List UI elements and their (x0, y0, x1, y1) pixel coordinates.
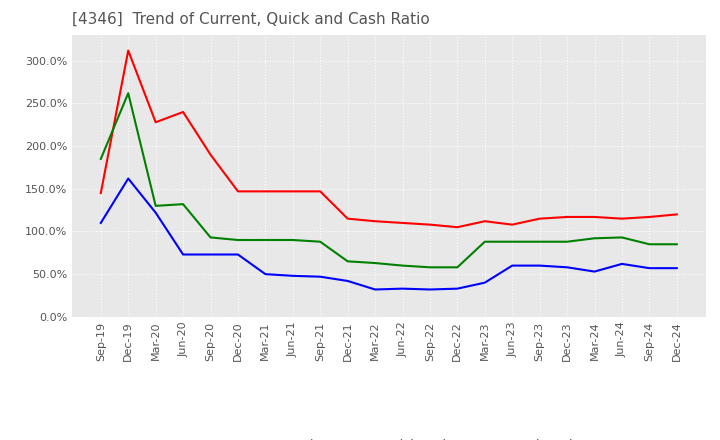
Cash Ratio (398, 286, 407, 291)
Cash Ratio (645, 265, 654, 271)
Cash Ratio (453, 286, 462, 291)
Cash Ratio (179, 252, 187, 257)
Current Ratio (289, 189, 297, 194)
Quick Ratio (179, 202, 187, 207)
Current Ratio (426, 222, 434, 227)
Text: [4346]  Trend of Current, Quick and Cash Ratio: [4346] Trend of Current, Quick and Cash … (72, 12, 430, 27)
Cash Ratio (536, 263, 544, 268)
Cash Ratio (124, 176, 132, 181)
Current Ratio (261, 189, 270, 194)
Current Ratio (398, 220, 407, 226)
Quick Ratio (371, 260, 379, 266)
Current Ratio (453, 224, 462, 230)
Cash Ratio (151, 210, 160, 215)
Line: Current Ratio: Current Ratio (101, 51, 677, 227)
Legend: Current Ratio, Quick Ratio, Cash Ratio: Current Ratio, Quick Ratio, Cash Ratio (192, 434, 585, 440)
Current Ratio (206, 152, 215, 158)
Line: Quick Ratio: Quick Ratio (101, 93, 677, 268)
Cash Ratio (590, 269, 599, 274)
Current Ratio (645, 214, 654, 220)
Quick Ratio (233, 237, 242, 242)
Cash Ratio (96, 220, 105, 226)
Quick Ratio (151, 203, 160, 209)
Quick Ratio (672, 242, 681, 247)
Quick Ratio (618, 235, 626, 240)
Quick Ratio (426, 265, 434, 270)
Cash Ratio (289, 273, 297, 279)
Quick Ratio (398, 263, 407, 268)
Cash Ratio (563, 265, 572, 270)
Current Ratio (508, 222, 516, 227)
Current Ratio (618, 216, 626, 221)
Cash Ratio (233, 252, 242, 257)
Cash Ratio (426, 287, 434, 292)
Quick Ratio (343, 259, 352, 264)
Quick Ratio (261, 237, 270, 242)
Quick Ratio (124, 91, 132, 96)
Cash Ratio (672, 265, 681, 271)
Quick Ratio (536, 239, 544, 244)
Current Ratio (233, 189, 242, 194)
Quick Ratio (289, 237, 297, 242)
Current Ratio (316, 189, 325, 194)
Current Ratio (480, 219, 489, 224)
Current Ratio (563, 214, 572, 220)
Cash Ratio (618, 261, 626, 267)
Cash Ratio (316, 274, 325, 279)
Current Ratio (343, 216, 352, 221)
Quick Ratio (206, 235, 215, 240)
Current Ratio (536, 216, 544, 221)
Quick Ratio (480, 239, 489, 244)
Quick Ratio (563, 239, 572, 244)
Current Ratio (96, 191, 105, 196)
Cash Ratio (480, 280, 489, 285)
Line: Cash Ratio: Cash Ratio (101, 179, 677, 290)
Current Ratio (151, 120, 160, 125)
Cash Ratio (371, 287, 379, 292)
Cash Ratio (343, 279, 352, 284)
Quick Ratio (316, 239, 325, 244)
Quick Ratio (508, 239, 516, 244)
Quick Ratio (96, 156, 105, 161)
Current Ratio (371, 219, 379, 224)
Quick Ratio (645, 242, 654, 247)
Cash Ratio (206, 252, 215, 257)
Current Ratio (590, 214, 599, 220)
Quick Ratio (453, 265, 462, 270)
Current Ratio (672, 212, 681, 217)
Current Ratio (124, 48, 132, 53)
Quick Ratio (590, 236, 599, 241)
Current Ratio (179, 110, 187, 115)
Cash Ratio (508, 263, 516, 268)
Cash Ratio (261, 271, 270, 277)
